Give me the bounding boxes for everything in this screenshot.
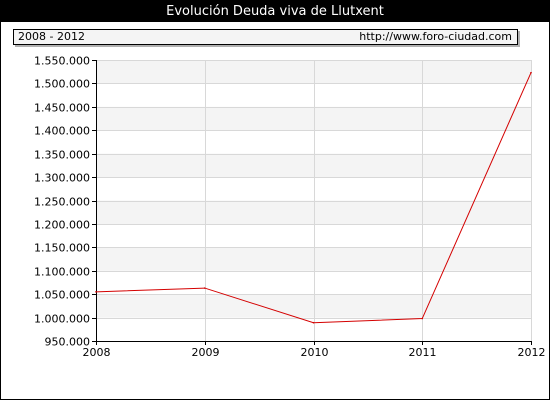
y-tick-label: 1.000.000	[34, 313, 90, 326]
y-tick-label: 1.200.000	[34, 219, 90, 232]
y-tick-label: 1.100.000	[34, 266, 90, 279]
y-tick-label: 1.400.000	[34, 125, 90, 138]
y-tick-label: 950.000	[45, 336, 91, 349]
y-tick-label: 1.350.000	[34, 149, 90, 162]
period-label: 2008 - 2012	[18, 30, 85, 43]
y-tick-label: 1.500.000	[34, 78, 90, 91]
data-point	[421, 317, 424, 320]
info-bar: 2008 - 2012 http://www.foro-ciudad.com	[13, 29, 518, 45]
y-tick-label: 1.550.000	[34, 55, 90, 68]
data-point	[95, 291, 97, 293]
plot-band	[96, 247, 531, 271]
series	[95, 71, 532, 324]
x-tick-label: 2008	[83, 346, 111, 359]
x-tick-label: 2010	[301, 346, 329, 359]
x-axis-labels: 2008 2009 2010 2011 2012	[83, 346, 546, 359]
data-point	[312, 321, 315, 324]
plot-band	[96, 153, 531, 178]
data-point	[530, 71, 532, 74]
plot-band	[96, 60, 531, 84]
y-axis-labels: 950.000 1.000.000 1.050.000 1.100.000 1.150.…	[34, 55, 90, 349]
plot-bands	[96, 60, 531, 318]
plot-band	[96, 294, 531, 318]
y-tick-label: 1.150.000	[34, 242, 90, 255]
axes	[92, 60, 532, 345]
x-tick-label: 2009	[192, 346, 220, 359]
y-tick-label: 1.450.000	[34, 102, 90, 115]
data-point	[203, 287, 206, 289]
chart-title: Evolución Deuda viva de Llutxent	[1, 1, 549, 22]
plot-band	[96, 106, 531, 131]
source-link[interactable]: http://www.foro-ciudad.com	[359, 30, 512, 43]
x-tick-label: 2012	[518, 346, 546, 359]
y-tick-label: 1.250.000	[34, 196, 90, 209]
y-tick-label: 1.300.000	[34, 172, 90, 185]
x-tick-label: 2011	[409, 346, 437, 359]
y-tick-label: 1.050.000	[34, 289, 90, 302]
